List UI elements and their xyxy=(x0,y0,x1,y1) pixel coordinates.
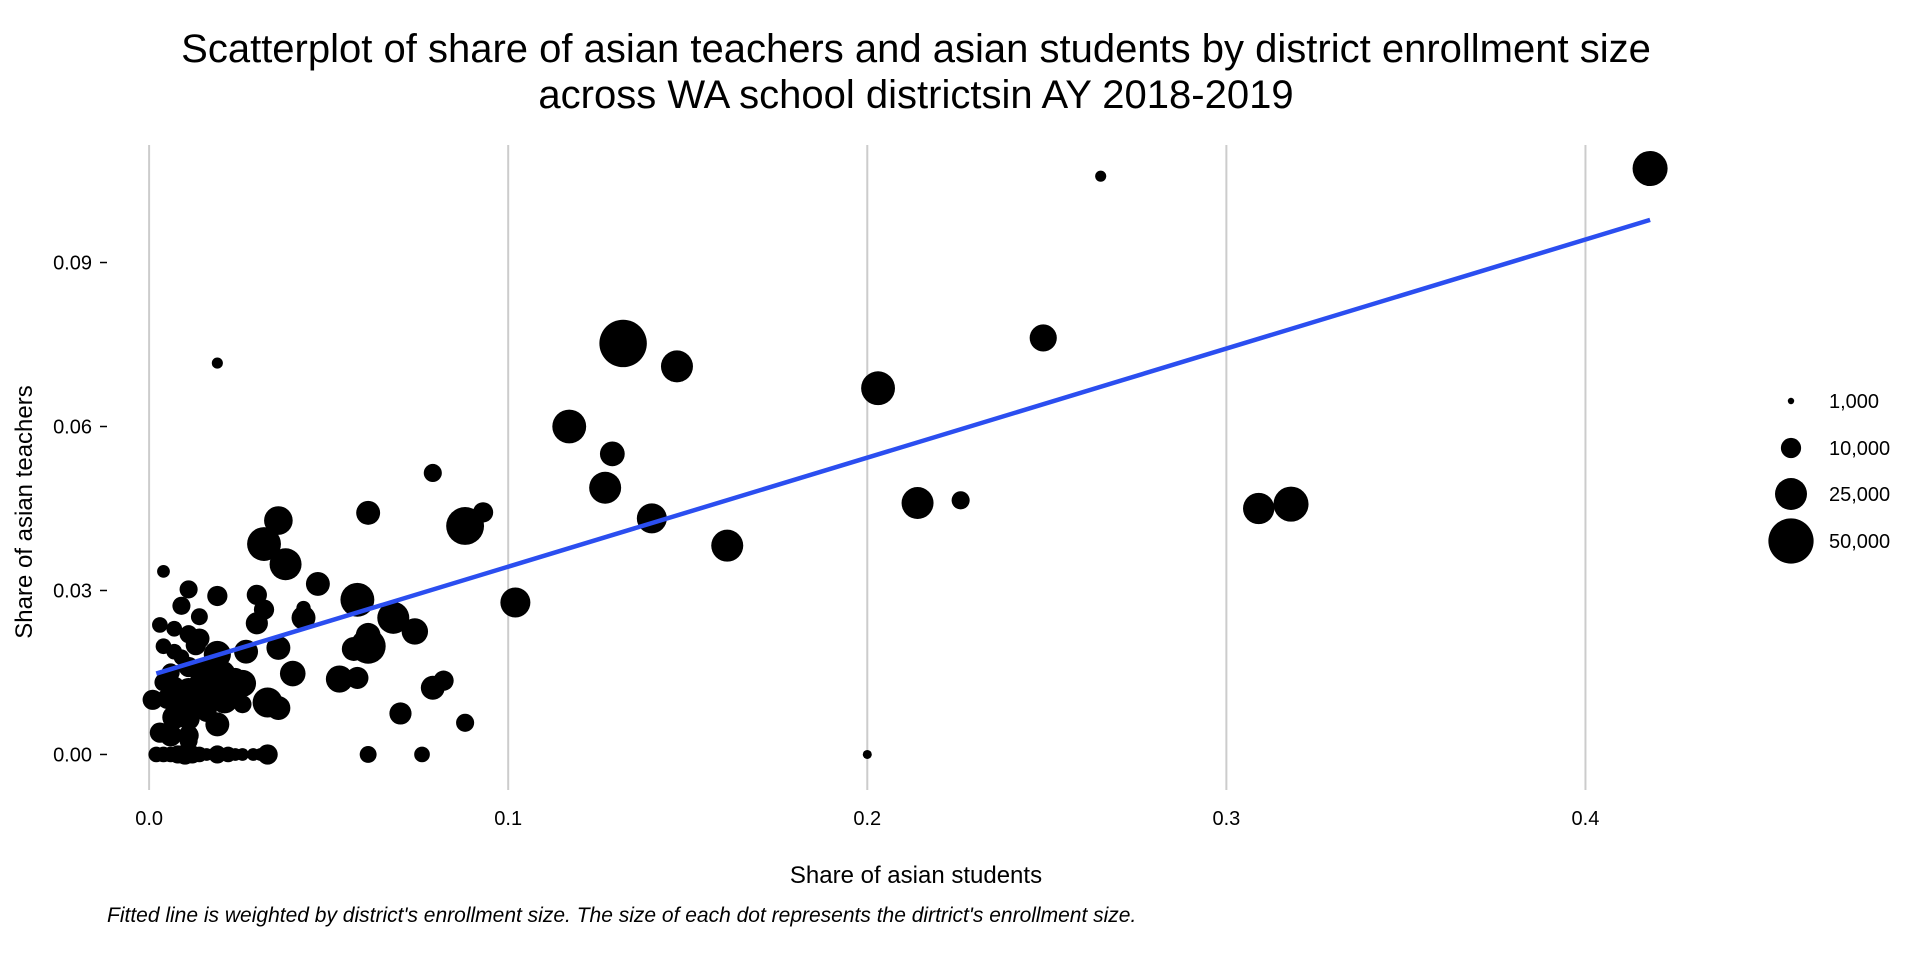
data-point xyxy=(210,686,239,714)
data-point xyxy=(552,409,587,444)
data-point xyxy=(159,724,182,747)
data-point xyxy=(472,502,494,523)
data-point xyxy=(414,746,430,763)
fitted-line xyxy=(155,217,1651,676)
legend-label: 50,000 xyxy=(1829,531,1890,553)
data-point xyxy=(401,618,429,645)
data-point xyxy=(711,529,744,562)
y-tick-label: 0.09 xyxy=(53,253,92,275)
data-point xyxy=(599,441,625,467)
data-point xyxy=(172,596,191,615)
data-point xyxy=(1029,324,1057,352)
data-point xyxy=(179,580,198,599)
data-point xyxy=(264,506,293,535)
x-axis-title: Share of asian students xyxy=(790,862,1042,889)
data-point xyxy=(296,600,311,616)
x-tick-label: 0.4 xyxy=(1572,808,1600,830)
chart-title-line-1: Scatterplot of share of asian teachers a… xyxy=(181,27,1651,71)
y-tick-label: 0.03 xyxy=(53,580,92,602)
data-point xyxy=(269,548,302,581)
data-point xyxy=(861,371,895,406)
x-tick-label: 0.2 xyxy=(853,808,881,830)
data-point xyxy=(456,713,475,732)
x-tick-label: 0.0 xyxy=(135,808,163,830)
data-point xyxy=(660,350,693,383)
data-point xyxy=(423,463,442,483)
data-point xyxy=(325,665,354,693)
data-point xyxy=(157,564,170,578)
data-point xyxy=(1273,486,1309,522)
data-point xyxy=(152,617,168,633)
data-point xyxy=(207,585,228,607)
data-point xyxy=(377,601,410,634)
data-point xyxy=(901,487,934,520)
data-point xyxy=(266,635,291,660)
y-axis: 0.00 0.03 0.06 0.09 xyxy=(53,253,107,766)
data-point xyxy=(389,702,412,725)
chart-caption: Fitted line is weighted by district's en… xyxy=(107,904,1136,927)
legend-label: 10,000 xyxy=(1829,438,1890,460)
data-point xyxy=(236,748,249,761)
data-point xyxy=(359,746,377,763)
data-point xyxy=(356,500,381,525)
data-point xyxy=(341,637,366,661)
data-points xyxy=(142,150,1668,765)
data-point xyxy=(246,584,267,605)
legend-size-dot xyxy=(1768,518,1814,564)
y-tick-label: 0.06 xyxy=(53,417,92,439)
data-point xyxy=(346,666,369,690)
x-gridlines xyxy=(148,145,1587,790)
data-point xyxy=(257,744,278,765)
y-tick-label: 0.00 xyxy=(53,744,92,766)
legend-size-dot xyxy=(1780,437,1802,459)
data-point xyxy=(1632,150,1668,187)
data-point xyxy=(1243,492,1275,525)
chart-title-line-2: across WA school districtsin AY 2018-201… xyxy=(538,73,1293,117)
data-point xyxy=(951,491,970,510)
data-point xyxy=(190,608,208,626)
size-legend: 1,000 10,000 25,000 50,000 xyxy=(1768,391,1890,564)
data-point xyxy=(1095,170,1107,182)
legend-size-dot xyxy=(1775,478,1807,510)
data-point xyxy=(266,696,291,720)
data-point xyxy=(205,712,230,737)
y-axis-title: Share of asian teachers xyxy=(11,385,38,639)
x-axis: 0.0 0.1 0.2 0.3 0.4 xyxy=(135,808,1599,830)
data-point xyxy=(185,635,206,656)
data-point xyxy=(279,660,306,687)
data-point xyxy=(211,357,223,369)
legend-label: 1,000 xyxy=(1829,391,1879,413)
x-tick-label: 0.1 xyxy=(494,808,522,830)
x-tick-label: 0.3 xyxy=(1212,808,1240,830)
fitted-line-layer xyxy=(155,217,1651,676)
data-point xyxy=(500,587,531,618)
data-point xyxy=(862,749,872,759)
data-point xyxy=(247,527,281,561)
data-point xyxy=(305,571,330,596)
data-point xyxy=(245,612,268,635)
data-point xyxy=(599,319,647,368)
data-point xyxy=(589,471,622,504)
legend-label: 25,000 xyxy=(1829,484,1890,506)
data-point xyxy=(233,695,252,714)
data-point xyxy=(177,707,200,731)
data-point xyxy=(166,620,183,637)
legend-size-dot xyxy=(1787,397,1795,405)
data-point xyxy=(420,675,445,700)
